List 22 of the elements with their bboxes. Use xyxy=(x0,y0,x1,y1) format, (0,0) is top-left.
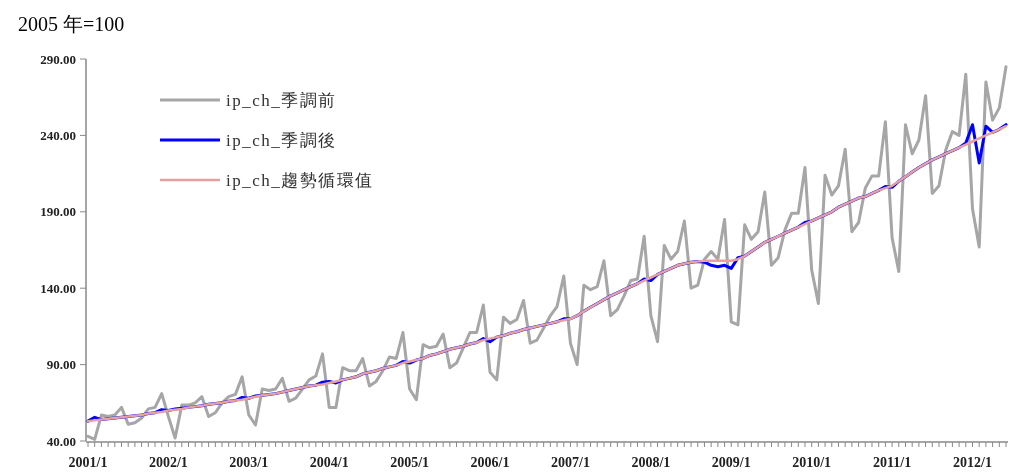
x-tick-label: 2007/1 xyxy=(551,455,590,470)
x-tick-label: 2002/1 xyxy=(148,455,188,470)
x-tick-label: 2003/1 xyxy=(229,455,269,470)
y-tick-label: 140.00 xyxy=(40,280,76,296)
x-tick-label: 2006/1 xyxy=(470,455,510,470)
y-tick-label: 40.00 xyxy=(46,433,76,449)
y-tick-label: 190.00 xyxy=(40,204,76,220)
x-tick-label: 2001/1 xyxy=(68,455,108,470)
x-tick-label: 2008/1 xyxy=(631,455,671,470)
y-tick-label: 290.00 xyxy=(40,51,76,67)
x-tick-label: 2004/1 xyxy=(309,455,349,470)
x-tick-label: 2010/1 xyxy=(792,455,832,470)
y-axis-title: 2005 年=100 xyxy=(18,13,125,35)
x-tick-label: 2005/1 xyxy=(390,455,430,470)
x-tick-label: 2012/1 xyxy=(953,455,992,470)
legend-label: ip_ch_季調後 xyxy=(226,130,337,150)
x-tick-label: 2009/1 xyxy=(711,455,751,470)
y-tick-label: 90.00 xyxy=(46,357,76,373)
x-tick-label: 2011/1 xyxy=(873,455,912,470)
y-tick-label: 240.00 xyxy=(40,127,76,143)
legend-label: ip_ch_季調前 xyxy=(226,90,337,110)
legend-label: ip_ch_趨勢循環值 xyxy=(226,170,374,190)
